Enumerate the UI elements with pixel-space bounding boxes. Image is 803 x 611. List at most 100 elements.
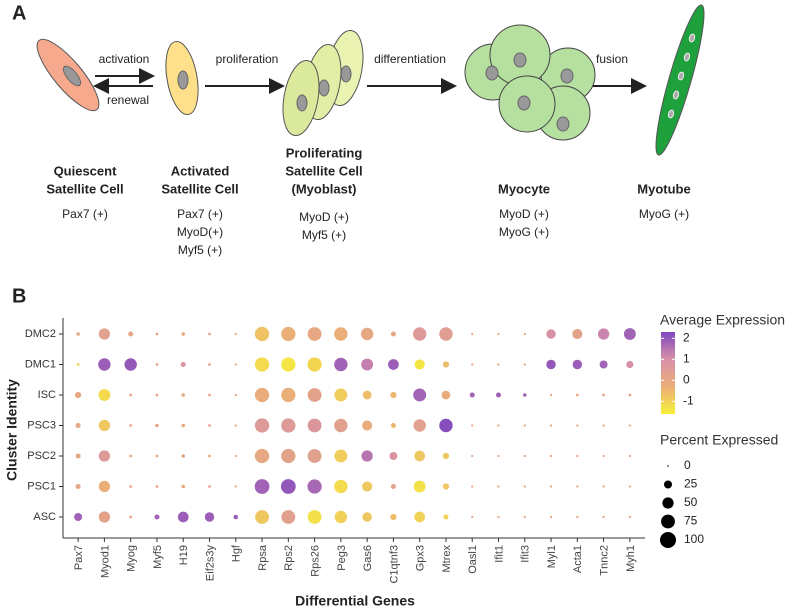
stage-marker: MyoG (+) [639, 207, 689, 221]
stage-marker: Pax7 (+) [62, 207, 108, 221]
dot [390, 331, 396, 337]
dot [74, 513, 83, 521]
stage-name: Proliferating [286, 145, 363, 160]
dot [334, 479, 348, 494]
dot [469, 392, 475, 398]
dot [628, 515, 631, 519]
size-legend-dot [664, 480, 672, 489]
x-tick-label: Rps26 [309, 545, 321, 577]
dot [98, 511, 111, 523]
dot [98, 358, 111, 371]
dot [307, 510, 322, 524]
dot [76, 363, 80, 366]
dot [208, 454, 211, 458]
dot [208, 332, 211, 336]
dot [181, 423, 186, 428]
dot [388, 359, 399, 370]
stage-name: Myocyte [498, 181, 550, 196]
dot [471, 454, 474, 458]
dot [254, 387, 270, 403]
dot [390, 391, 397, 399]
stage-marker: MyoD(+) [177, 225, 223, 239]
dot [76, 332, 80, 336]
x-tick-label: Acta1 [572, 545, 584, 573]
stage-marker: Pax7 (+) [177, 207, 223, 221]
color-bar [661, 332, 675, 414]
dot [471, 424, 474, 427]
dot [414, 450, 426, 462]
dot [389, 452, 398, 460]
dot [549, 393, 553, 397]
stage-name: Activated [171, 163, 230, 178]
arrows [93, 68, 647, 94]
dot [98, 480, 111, 493]
size-legend-dot [660, 532, 676, 548]
dot [523, 424, 526, 427]
dot [572, 359, 583, 370]
x-tick-label: C1qtnf3 [388, 545, 400, 584]
dot [414, 359, 425, 370]
dot [471, 515, 474, 519]
dot [181, 454, 186, 458]
dot [439, 418, 453, 433]
dot [98, 389, 111, 401]
panel-label: A [12, 2, 26, 24]
size-legend-dot [667, 465, 669, 467]
y-tick-label: PSC1 [27, 480, 56, 492]
dot [334, 388, 348, 402]
dot [412, 327, 427, 341]
dot [234, 454, 237, 458]
dot [129, 454, 133, 458]
dot [576, 424, 579, 427]
dot [576, 485, 579, 488]
dot [361, 450, 373, 462]
dot [497, 485, 500, 488]
dot [234, 363, 237, 366]
dot [98, 328, 111, 340]
size-legend-label: 25 [684, 477, 698, 491]
x-tick-label: Rpsa [257, 544, 269, 571]
dot [234, 485, 237, 488]
y-tick-label: ISC [38, 389, 56, 401]
dot [155, 363, 159, 366]
dot [602, 454, 605, 458]
dot [576, 515, 579, 519]
dot [497, 363, 500, 366]
dot [154, 514, 160, 520]
size-legend-dot [661, 514, 675, 529]
dot [360, 327, 374, 341]
dot [602, 424, 605, 427]
dot [180, 361, 186, 368]
dot [334, 510, 348, 524]
x-tick-label: Myod1 [99, 545, 111, 578]
dot [281, 357, 296, 372]
dot [390, 422, 396, 429]
dot [362, 481, 373, 492]
dot [602, 393, 605, 397]
color-tick-label: 2 [683, 330, 690, 344]
dot [441, 390, 451, 400]
dot [98, 419, 111, 432]
stage-name: Satellite Cell [161, 181, 238, 196]
dot [307, 418, 322, 433]
dot [575, 393, 579, 397]
dot [439, 327, 453, 341]
y-tick-label: DMC2 [25, 328, 56, 340]
stage-marker: MyoD (+) [299, 210, 349, 224]
dot [626, 360, 634, 369]
dot [628, 454, 631, 458]
panel-label: B [12, 285, 26, 307]
myocyte [464, 24, 596, 141]
stage-name: Quiescent [54, 163, 118, 178]
color-tick-label: 1 [683, 352, 690, 366]
dot [281, 387, 296, 403]
dot [281, 448, 296, 464]
dot [471, 363, 474, 366]
y-tick-label: PSC2 [27, 450, 56, 462]
dot [129, 424, 133, 427]
dot [334, 357, 348, 372]
color-tick-label: -1 [683, 394, 694, 408]
dot [155, 454, 159, 458]
panel-a: A [12, 2, 705, 257]
dot [234, 424, 237, 427]
